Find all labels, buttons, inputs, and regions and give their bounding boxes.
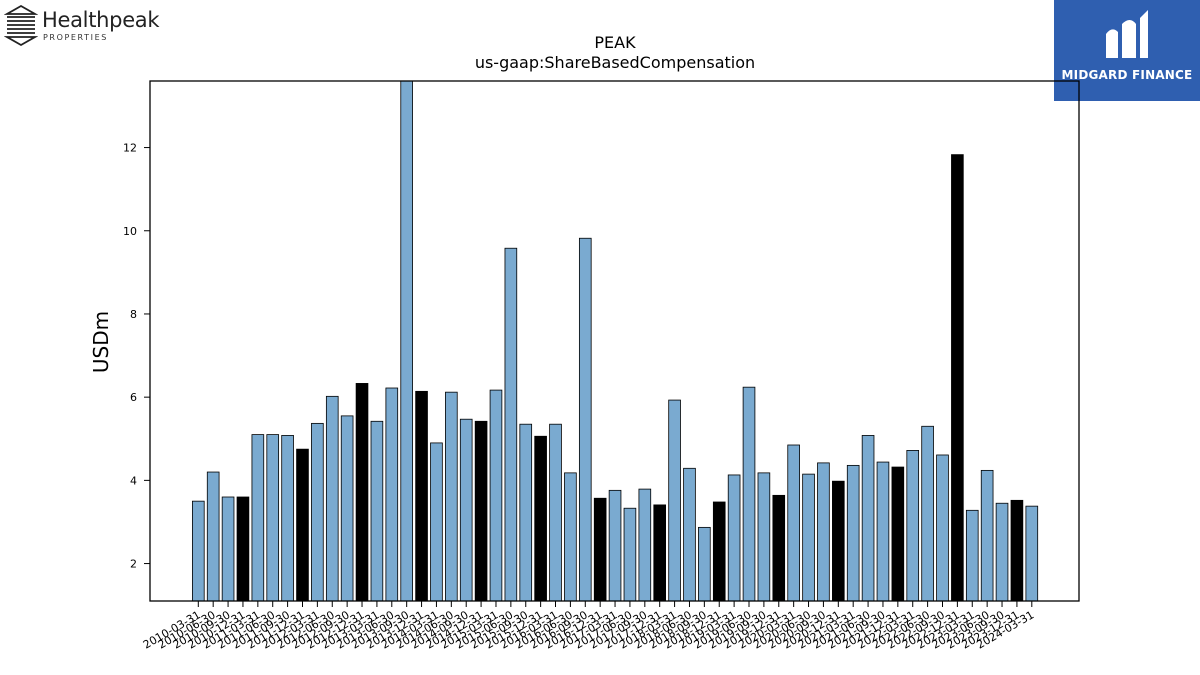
bar <box>266 434 280 602</box>
bar <box>936 454 949 602</box>
bar <box>980 469 994 602</box>
y-axis-label: USDm <box>89 311 113 373</box>
bar <box>504 247 518 602</box>
bar <box>355 383 369 602</box>
x-axis-ticks: 2010-03-312010-06-302010-09-302010-12-31… <box>141 601 1036 652</box>
bar <box>846 464 860 602</box>
bar <box>534 435 547 602</box>
bar <box>459 418 473 602</box>
bar <box>921 425 934 602</box>
bar <box>370 420 384 602</box>
bar <box>1025 505 1039 602</box>
bars-layer <box>191 80 1039 602</box>
bar <box>668 399 681 602</box>
bar <box>712 501 726 602</box>
bar <box>430 442 443 602</box>
bar <box>311 422 324 602</box>
bar <box>325 395 339 602</box>
bar <box>832 480 845 602</box>
bar <box>564 472 577 602</box>
bar <box>698 526 711 602</box>
bar <box>742 386 756 602</box>
y-tick-label: 12 <box>123 142 137 155</box>
bar <box>385 387 399 602</box>
bar <box>683 467 696 602</box>
bar <box>653 504 666 602</box>
bar <box>608 489 622 602</box>
bar <box>593 497 607 602</box>
healthpeak-logo-subtitle: PROPERTIES <box>43 33 108 42</box>
chart-subtitle: us-gaap:ShareBasedCompensation <box>475 53 755 72</box>
bar <box>772 494 786 602</box>
chart-title: PEAK <box>594 33 636 52</box>
bar <box>445 391 458 602</box>
y-axis-ticks: 2 4 6 8 10 12 <box>123 142 150 571</box>
bar <box>296 448 309 602</box>
y-tick-label: 8 <box>130 308 137 321</box>
midgard-m-icon <box>1106 10 1148 58</box>
bar <box>951 154 964 602</box>
bar <box>727 474 741 602</box>
bar <box>995 502 1009 602</box>
y-tick-label: 2 <box>130 558 137 571</box>
bar <box>891 466 905 602</box>
bar <box>817 462 830 602</box>
bar <box>191 500 205 602</box>
midgard-logo-label: MIDGARD FINANCE <box>1061 68 1193 82</box>
bar <box>876 461 890 602</box>
bar <box>1010 499 1024 602</box>
healthpeak-logo-name: Healthpeak <box>42 8 160 32</box>
bar <box>400 80 413 602</box>
bar <box>281 435 294 602</box>
bar <box>861 435 875 602</box>
bar <box>474 420 488 602</box>
y-tick-label: 10 <box>123 225 137 238</box>
bar <box>489 389 503 602</box>
bar <box>340 415 354 602</box>
bar <box>802 473 815 602</box>
plot-frame <box>149 80 1080 602</box>
healthpeak-logo: Healthpeak PROPERTIES <box>4 4 174 48</box>
healthpeak-building-icon <box>4 4 38 47</box>
bar <box>206 471 220 602</box>
bar <box>906 450 920 602</box>
bar <box>415 390 428 602</box>
bar <box>578 237 592 602</box>
bar <box>519 423 533 602</box>
bar <box>638 488 652 602</box>
bar <box>251 434 265 602</box>
bar <box>549 423 562 602</box>
bar <box>965 509 979 602</box>
bar <box>787 444 800 602</box>
bar <box>623 507 637 602</box>
y-tick-label: 4 <box>130 474 137 487</box>
bar <box>757 472 771 602</box>
y-tick-label: 6 <box>130 391 137 404</box>
bar <box>236 496 250 602</box>
bar <box>221 496 235 602</box>
midgard-finance-logo: MIDGARD FINANCE <box>1054 0 1200 101</box>
